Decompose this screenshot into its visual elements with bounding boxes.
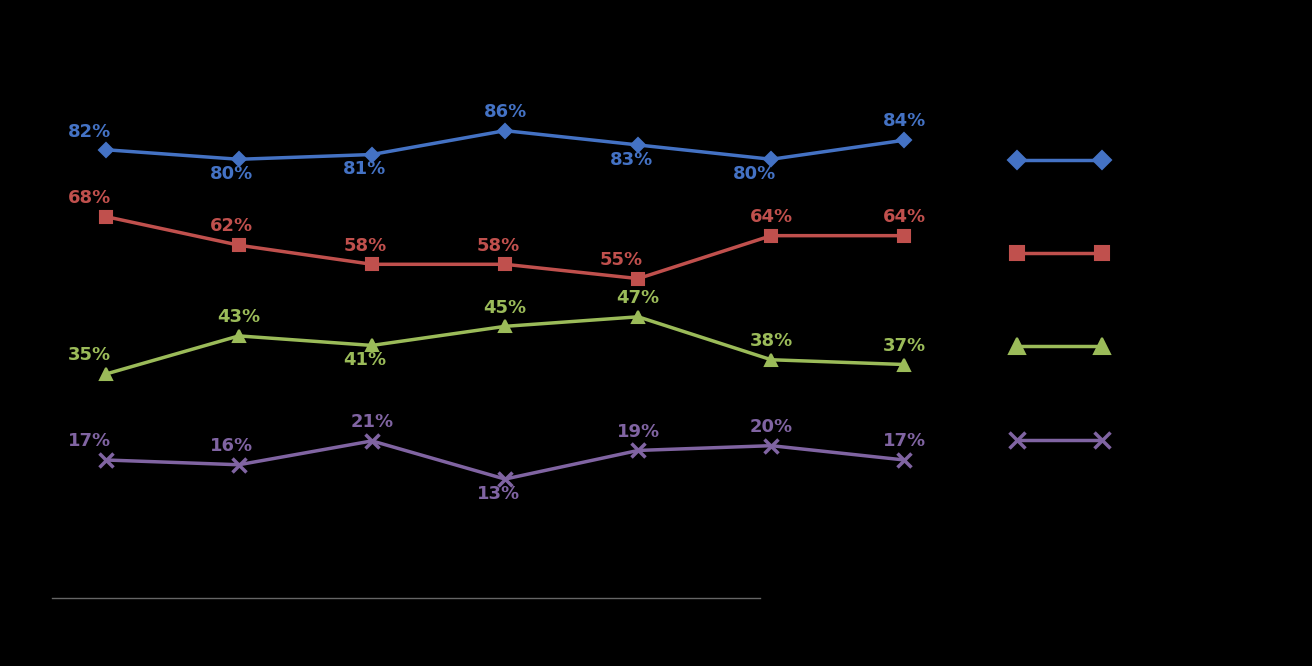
Text: 64%: 64% xyxy=(749,208,792,226)
Text: 13%: 13% xyxy=(476,485,520,503)
Text: 68%: 68% xyxy=(67,189,110,207)
Text: 84%: 84% xyxy=(883,113,926,131)
Text: 80%: 80% xyxy=(733,165,777,183)
Text: 80%: 80% xyxy=(210,165,253,183)
Text: 43%: 43% xyxy=(218,308,260,326)
Text: 37%: 37% xyxy=(883,337,926,355)
Text: 62%: 62% xyxy=(210,218,253,236)
Text: 16%: 16% xyxy=(210,437,253,455)
Text: 81%: 81% xyxy=(344,160,387,178)
Text: 38%: 38% xyxy=(749,332,792,350)
Text: 47%: 47% xyxy=(617,289,660,307)
Text: 45%: 45% xyxy=(483,298,526,316)
Text: 35%: 35% xyxy=(67,346,110,364)
Text: 20%: 20% xyxy=(749,418,792,436)
Text: 82%: 82% xyxy=(67,123,110,141)
Text: 58%: 58% xyxy=(344,236,387,254)
Text: 41%: 41% xyxy=(344,351,387,369)
Text: 58%: 58% xyxy=(476,236,520,254)
Text: 86%: 86% xyxy=(483,103,526,121)
Text: 17%: 17% xyxy=(67,432,110,450)
Text: 55%: 55% xyxy=(600,251,643,269)
Text: 64%: 64% xyxy=(883,208,926,226)
Text: 83%: 83% xyxy=(610,151,653,168)
Text: 19%: 19% xyxy=(617,423,660,441)
Text: 21%: 21% xyxy=(350,413,394,431)
Text: 17%: 17% xyxy=(883,432,926,450)
